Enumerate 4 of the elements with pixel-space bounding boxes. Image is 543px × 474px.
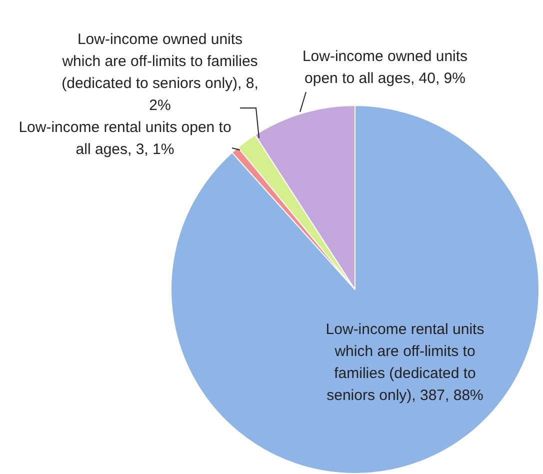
slice-label: Low-income rental units which are off-limits to families (dedicated to seniors only), 387, 88% bbox=[326, 321, 484, 404]
slice-label: Low-income rental units open to all ages, 3, 1% bbox=[18, 119, 232, 158]
slice-label: Low-income owned units open to all ages, 40, 9% bbox=[302, 48, 468, 88]
slice-label: Low-income owned units which are off-limits to families (dedicated to seniors only), 8, 2% bbox=[61, 31, 258, 114]
